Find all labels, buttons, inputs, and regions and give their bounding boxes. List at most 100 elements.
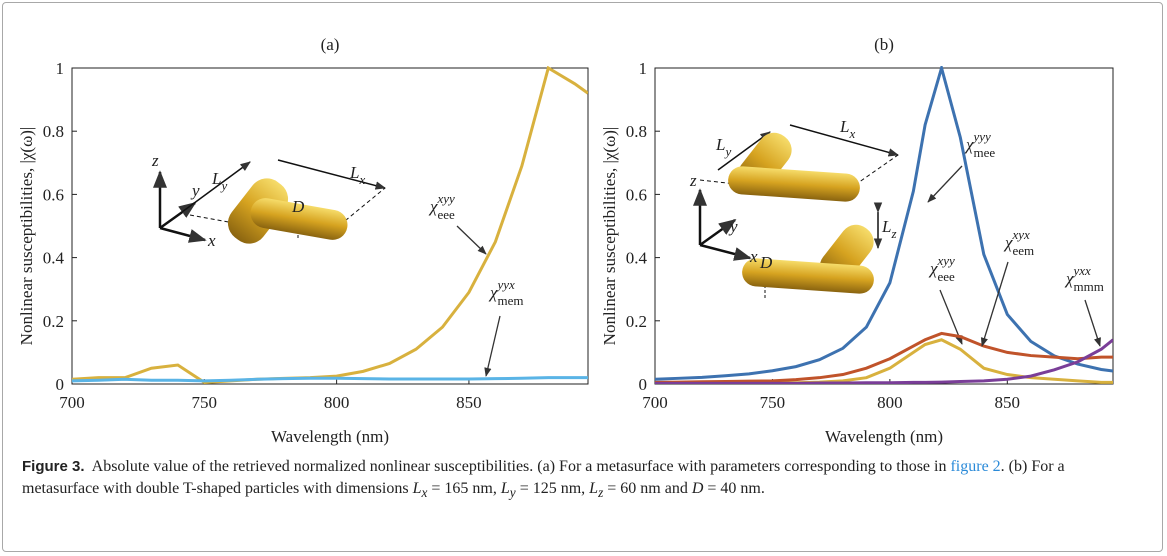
- y-tick-label: 0: [639, 375, 648, 394]
- symbol: χ: [488, 283, 498, 302]
- separator: ,: [581, 480, 586, 497]
- series-label: χyyy mee: [964, 129, 995, 160]
- x-tick-label: 750: [760, 393, 786, 412]
- caption-label: Figure 3.: [22, 458, 85, 475]
- symbol: χ: [928, 259, 938, 278]
- symbol: χ: [964, 135, 974, 154]
- superscript: yyx: [495, 277, 515, 292]
- symbol: χ: [1064, 269, 1074, 288]
- superscript: yyy: [971, 129, 991, 144]
- symbol: z: [151, 151, 159, 170]
- symbol: y: [190, 181, 200, 200]
- symbol: x: [207, 231, 216, 250]
- inset-b-shape: [728, 132, 874, 294]
- inset-a-shape: [227, 178, 348, 244]
- y-axis-label: Nonlinear susceptibilities, |χ(ω)|: [17, 127, 36, 346]
- caption-text: . (b) For a metasurface with double T-sh…: [22, 458, 1065, 497]
- chart-title: (a): [321, 35, 340, 54]
- plot-frame: [71, 67, 589, 385]
- annotation-arrow: [980, 261, 1009, 347]
- subscript: mee: [973, 145, 995, 160]
- dimension-subscript: y: [509, 485, 516, 501]
- inset-label: z: [689, 171, 697, 190]
- inset-label: x: [749, 247, 758, 266]
- x-tick-label: 800: [324, 393, 350, 412]
- series-line: [655, 66, 1113, 381]
- symbol: L: [839, 117, 849, 136]
- symbol: L: [715, 135, 725, 154]
- inset-label: x: [207, 231, 216, 250]
- superscript: xyy: [936, 253, 955, 268]
- symbol: χ: [428, 197, 438, 216]
- dimension-value: = 60 nm: [607, 480, 661, 497]
- inset-label: D: [291, 197, 305, 216]
- y-tick-label: 0: [56, 375, 65, 394]
- inset-label: y: [728, 217, 738, 236]
- subscript: mem: [497, 293, 523, 308]
- inset-a: [153, 159, 387, 243]
- series-label: χyxx mmm: [1064, 263, 1104, 294]
- separator: and: [664, 480, 688, 497]
- y-tick-label: 0.2: [626, 312, 647, 331]
- symbol: x: [749, 247, 758, 266]
- y-tick-label: 0.6: [43, 185, 64, 204]
- dimension-symbol: D: [691, 480, 704, 497]
- x-tick-label: 700: [642, 393, 668, 412]
- caption: Figure 3. Absolute value of the retrieve…: [22, 456, 1142, 504]
- dimension-symbol: L: [412, 480, 422, 497]
- superscript: yxx: [1071, 263, 1091, 278]
- symbol: D: [759, 253, 773, 272]
- symbol: χ: [1003, 233, 1013, 252]
- x-tick-label: 750: [192, 393, 218, 412]
- dimension-value: = 125 nm: [519, 480, 582, 497]
- inset-label: z: [151, 151, 159, 170]
- subscript: x: [358, 172, 365, 187]
- series-line: [655, 331, 1113, 384]
- subscript: z: [890, 226, 896, 241]
- y-tick-label: 0.2: [43, 312, 64, 331]
- subscript: mmm: [1073, 279, 1103, 294]
- y-axis-label: Nonlinear susceptibilities, |χ(ω)|: [600, 127, 619, 346]
- annotation-arrow: [484, 315, 501, 377]
- dimension-value: = 165 nm: [431, 480, 493, 497]
- separator: ,: [492, 480, 497, 497]
- inset-label: Lx: [349, 163, 365, 187]
- symbol: L: [211, 169, 221, 188]
- annotation-arrow: [927, 165, 963, 203]
- inset-label: Ly: [715, 135, 731, 159]
- annotation-arrow: [456, 225, 487, 255]
- symbol: L: [349, 163, 359, 182]
- symbol: z: [689, 171, 697, 190]
- caption-dimensions: Lx = 165 nm, Ly = 125 nm, Lz = 60 nm and…: [412, 480, 765, 501]
- inset-label: D: [759, 253, 773, 272]
- y-tick-label: 0.8: [43, 122, 64, 141]
- series-label: χyyx mem: [488, 277, 523, 308]
- subscript: eee: [937, 269, 955, 284]
- dimension-subscript: x: [421, 485, 428, 501]
- superscript: xyy: [436, 191, 455, 206]
- figure-link[interactable]: figure 2: [950, 458, 1001, 475]
- y-tick-label: 0.8: [626, 122, 647, 141]
- inset-label: Lx: [839, 117, 855, 141]
- inset-label: Ly: [211, 169, 227, 193]
- chart-title: (b): [874, 35, 894, 54]
- x-axis-label: Wavelength (nm): [825, 427, 943, 446]
- subscript: x: [848, 126, 855, 141]
- dimension-value: = 40 nm: [707, 480, 761, 497]
- superscript: xyx: [1011, 227, 1030, 242]
- subscript: y: [723, 144, 731, 159]
- series-label: χxyy eee: [928, 253, 955, 284]
- symbol: D: [291, 197, 305, 216]
- symbol: L: [881, 217, 891, 236]
- symbol: y: [728, 217, 738, 236]
- series-line: [655, 338, 1113, 384]
- y-tick-label: 1: [639, 59, 648, 78]
- series-label: χxyy eee: [428, 191, 455, 222]
- inset-label: Lz: [881, 217, 897, 241]
- dimension-symbol: L: [589, 480, 599, 497]
- x-axis-label: Wavelength (nm): [271, 427, 389, 446]
- y-tick-label: 0.6: [626, 185, 647, 204]
- y-tick-label: 0.4: [626, 249, 648, 268]
- x-tick-label: 850: [456, 393, 482, 412]
